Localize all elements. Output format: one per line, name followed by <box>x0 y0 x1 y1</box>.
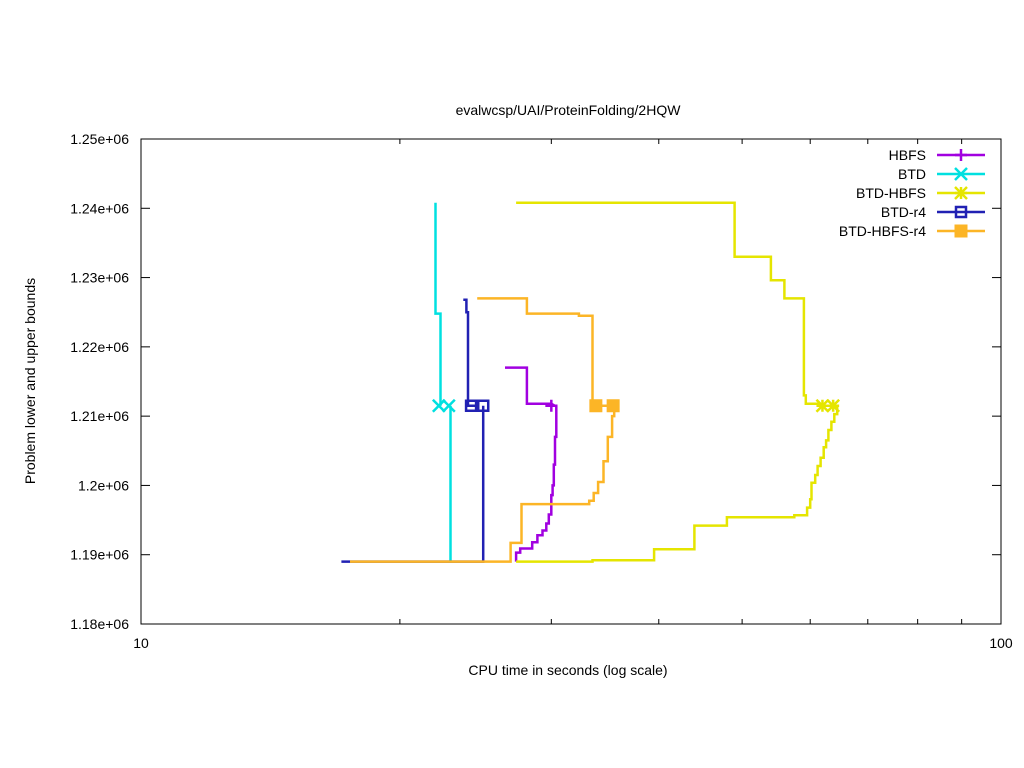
x-axis-label: CPU time in seconds (log scale) <box>468 662 667 678</box>
y-axis: 1.18e+06 1.19e+06 1.2e+06 1.21e+06 1.22e+06 1… <box>70 131 1001 632</box>
btd-r4-point-marker <box>464 399 478 412</box>
hbfs-point-marker <box>545 399 558 412</box>
plot-frame <box>140 138 1002 625</box>
hbfs-upper-bound-line <box>505 366 558 408</box>
btd-hbfs-lower-bound-line <box>516 405 839 563</box>
btd-hbfs-upper-bound-line <box>516 201 826 408</box>
series-btd-hbfs-r4 <box>350 297 620 563</box>
y-tick-label: 1.18e+06 <box>70 616 129 632</box>
legend-marker <box>955 149 967 161</box>
series-btd-hbfs <box>516 201 841 563</box>
btd-upper-bound-line <box>434 202 442 406</box>
legend-item-btd-hbfs: BTD-HBFS <box>856 185 985 201</box>
hbfs-lower-bound-line <box>514 405 558 562</box>
legend-label: BTD <box>898 166 926 182</box>
btd-point-marker <box>431 398 446 413</box>
y-tick-label: 1.24e+06 <box>70 200 129 216</box>
legend-item-btd-hbfs-r4: BTD-HBFS-r4 <box>839 223 985 239</box>
legend-label: BTD-r4 <box>881 204 926 220</box>
btd-r4-point-marker <box>476 399 490 412</box>
y-tick-label: 1.25e+06 <box>70 131 129 147</box>
btd-hbfs-point-marker <box>815 398 830 413</box>
btd-r4-upper-bound-line <box>463 298 476 408</box>
legend-label: BTD-HBFS <box>856 185 926 201</box>
legend-label: HBFS <box>889 147 926 163</box>
y-tick-label: 1.23e+06 <box>70 270 129 286</box>
chart-title: evalwcsp/UAI/ProteinFolding/2HQW <box>456 102 682 118</box>
legend-label: BTD-HBFS-r4 <box>839 223 926 239</box>
btd-point-marker <box>441 398 456 413</box>
plot-area <box>341 201 841 563</box>
y-axis-label: Problem lower and upper bounds <box>22 278 38 484</box>
btd-hbfs-r4-point-marker <box>589 399 603 413</box>
x-tick-label: 10 <box>133 635 149 651</box>
y-tick-label: 1.19e+06 <box>70 547 129 563</box>
x-axis: 10 100 <box>133 139 1013 651</box>
legend-marker <box>954 167 968 181</box>
btd-hbfs-r4-point-marker <box>606 399 620 413</box>
series-btd-r4 <box>341 298 490 563</box>
x-tick-label: 100 <box>989 635 1013 651</box>
series-hbfs <box>505 366 558 562</box>
legend-marker <box>954 205 968 219</box>
series-btd <box>431 202 456 562</box>
y-tick-label: 1.21e+06 <box>70 408 129 424</box>
legend-marker <box>954 186 968 200</box>
legend-marker <box>954 224 968 238</box>
legend-item-btd-r4: BTD-r4 <box>881 204 985 220</box>
y-tick-label: 1.2e+06 <box>78 477 129 493</box>
legend-item-btd: BTD <box>898 166 985 182</box>
btd-hbfs-point-marker <box>826 398 841 413</box>
y-tick-label: 1.22e+06 <box>70 339 129 355</box>
btd-r4-lower-bound-line <box>341 405 485 563</box>
legend: HBFS BTD BTD-HBFS BTD-r4 BTD-HBFS-r4 <box>839 147 985 239</box>
legend-item-hbfs: HBFS <box>889 147 985 163</box>
btd-hbfs-r4-upper-bound-line <box>477 297 613 408</box>
btd-hbfs-r4-lower-bound-line <box>350 405 616 563</box>
